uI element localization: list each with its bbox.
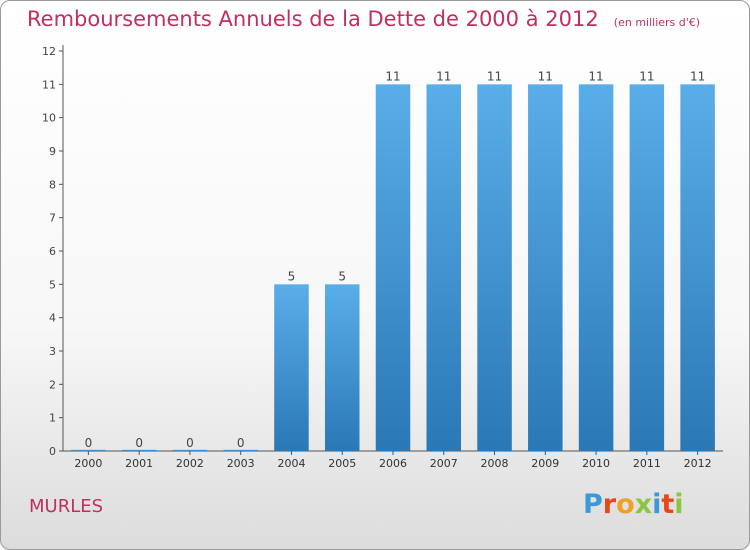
- x-tick-label: 2011: [633, 457, 661, 470]
- bar: [223, 449, 258, 451]
- chart-title-unit: (en milliers d'€): [613, 16, 701, 29]
- bar: [375, 84, 411, 451]
- y-tick-label: 1: [49, 412, 56, 425]
- x-tick-label: 2007: [430, 457, 458, 470]
- logo-letter: P: [583, 489, 603, 520]
- bar-value-label: 5: [288, 269, 296, 283]
- bar-value-label: 0: [135, 436, 143, 450]
- x-tick-label: 2003: [227, 457, 255, 470]
- logo-letter: r: [602, 489, 617, 520]
- commune-name: MURLES: [29, 496, 104, 517]
- bar: [172, 449, 208, 451]
- y-tick-label: 4: [49, 312, 56, 325]
- bar: [274, 284, 309, 451]
- x-tick-label: 2012: [684, 457, 712, 470]
- y-tick-label: 6: [49, 245, 56, 258]
- x-tick-label: 2009: [531, 457, 559, 470]
- chart-title-main: Remboursements Annuels de la Dette de 20…: [27, 7, 599, 31]
- x-tick-label: 2000: [74, 457, 102, 470]
- x-tick-label: 2002: [176, 457, 204, 470]
- x-tick-label: 2010: [582, 457, 610, 470]
- bar: [477, 84, 512, 451]
- y-tick-label: 3: [49, 345, 56, 358]
- bar-value-label: 0: [186, 436, 194, 450]
- logo-letter: t: [661, 489, 675, 520]
- y-tick-label: 9: [49, 145, 56, 158]
- x-tick-label: 2001: [125, 457, 153, 470]
- bar-value-label: 5: [338, 269, 346, 283]
- logo-letter: i: [652, 489, 662, 520]
- bar: [629, 84, 665, 451]
- x-tick-label: 2006: [379, 457, 407, 470]
- y-tick-label: 5: [49, 278, 56, 291]
- logo-letter: i: [674, 489, 684, 520]
- bar-value-label: 11: [639, 69, 654, 83]
- bar: [578, 84, 614, 451]
- y-tick-label: 11: [42, 78, 56, 91]
- logo-letter: o: [616, 489, 635, 520]
- x-tick-label: 2005: [328, 457, 356, 470]
- bar: [324, 284, 360, 451]
- y-tick-label: 7: [49, 212, 56, 225]
- bar: [426, 84, 462, 451]
- x-tick-label: 2008: [481, 457, 509, 470]
- chart-title: Remboursements Annuels de la Dette de 20…: [27, 7, 700, 31]
- logo-letter: x: [634, 489, 653, 520]
- x-tick-label: 2004: [277, 457, 305, 470]
- bar-value-label: 0: [85, 436, 93, 450]
- bar-value-label: 11: [436, 69, 451, 83]
- y-tick-label: 2: [49, 378, 56, 391]
- y-tick-label: 8: [49, 178, 56, 191]
- bar-value-label: 11: [690, 69, 705, 83]
- bar-value-label: 11: [487, 69, 502, 83]
- bar-value-label: 11: [588, 69, 603, 83]
- bar-value-label: 0: [237, 436, 245, 450]
- proxiti-logo[interactable]: Proxiti: [583, 489, 684, 520]
- y-tick-label: 12: [42, 45, 56, 58]
- y-tick-label: 0: [49, 445, 56, 458]
- bar-value-label: 11: [538, 69, 553, 83]
- bar-value-label: 11: [385, 69, 400, 83]
- bar: [71, 449, 106, 451]
- bar: [528, 84, 563, 451]
- bar: [680, 84, 715, 451]
- y-tick-label: 10: [42, 112, 56, 125]
- bar: [121, 449, 157, 451]
